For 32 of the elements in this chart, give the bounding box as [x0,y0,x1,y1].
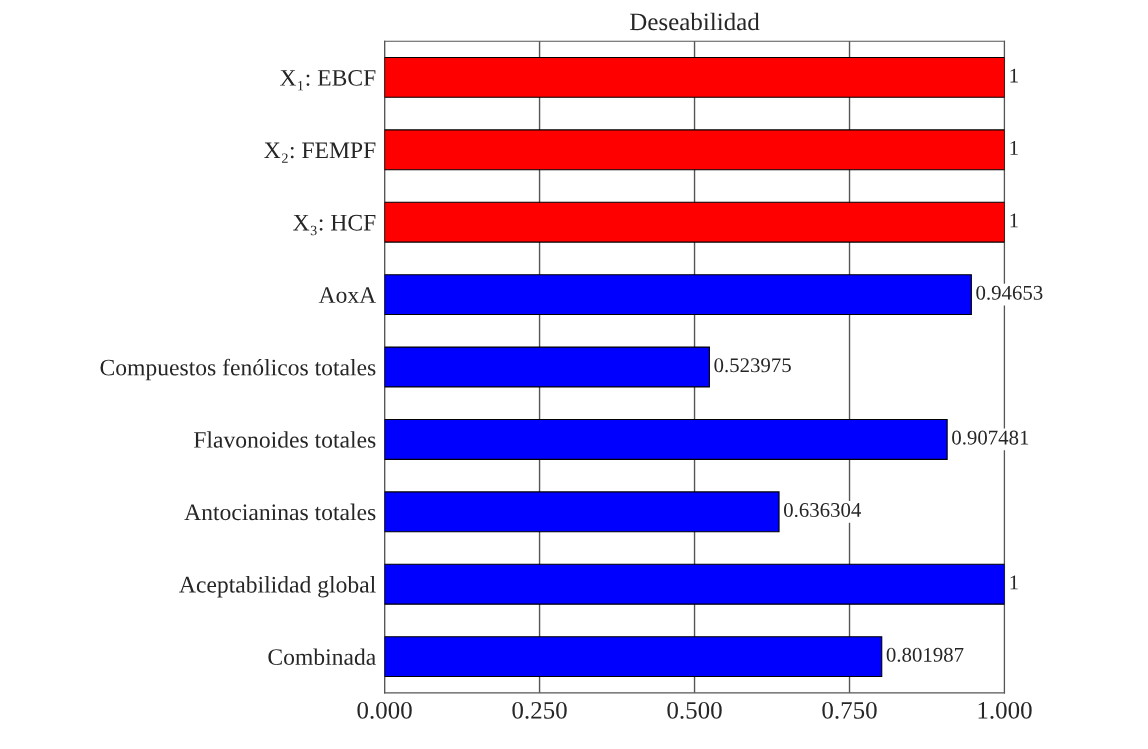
bar [384,346,710,388]
x-tick-label: 0.000 [357,701,412,719]
data-label: 1 [1010,575,1018,590]
data-label: 1 [1010,213,1018,228]
y-tick-label: X₂: FEMPF [264,142,376,163]
x-tick-label: 1.000 [978,701,1032,719]
y-tick-label: Aceptabilidad global [179,576,376,598]
bar [384,563,1005,605]
data-label: 0.801987 [886,647,964,662]
y-tick-label: Flavonoides totales [193,431,376,448]
y-tick-label: Compuestos fenólicos totales [100,358,376,381]
y-tick-label: Combinada [268,648,376,666]
bar [384,201,1005,243]
bar [384,274,972,316]
y-tick-label: X₃: HCF [293,214,376,236]
bar [384,491,780,533]
data-label: 1 [1010,141,1018,155]
data-label: 0.523975 [714,358,791,373]
bar [384,418,948,460]
bar [384,56,1005,98]
x-tick-label: 0.250 [512,701,567,719]
data-label: 0.907481 [952,430,1029,445]
y-tick-label: X₁: EBCF [279,69,376,91]
bar [384,129,1005,171]
chart-title: Deseabilidad [630,12,760,31]
data-label: 1 [1010,68,1018,83]
x-tick-label: 0.500 [667,701,722,719]
x-tick-label: 0.750 [822,701,877,719]
data-label: 0.636304 [784,502,861,518]
y-tick-label: Antocianinas totales [184,503,376,521]
data-label: 0.94653 [976,285,1043,300]
y-tick-label: AoxA [318,287,377,304]
